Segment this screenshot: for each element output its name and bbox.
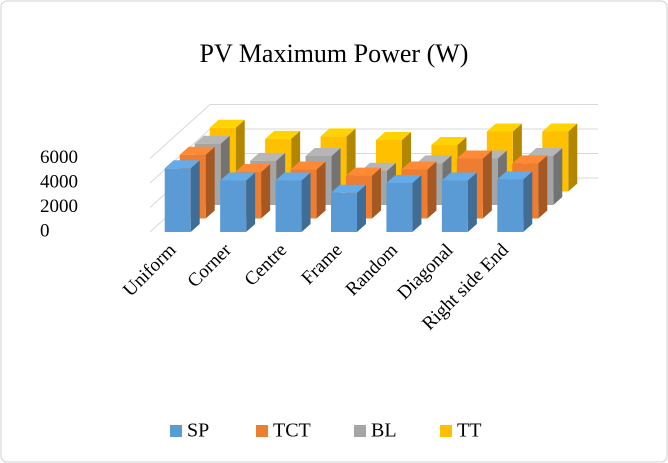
- bar-top: [441, 172, 477, 181]
- bar-top: [512, 155, 548, 164]
- bar-side: [538, 155, 548, 219]
- legend-swatch: [256, 425, 268, 437]
- bar-top: [235, 163, 271, 172]
- bar-side: [357, 184, 366, 232]
- grid-line: [149, 104, 598, 159]
- bar-side: [482, 150, 492, 219]
- bar-top: [164, 160, 200, 169]
- bar-side: [246, 172, 256, 232]
- chart-title: PV Maximum Power (W): [200, 39, 469, 68]
- legend-swatch: [354, 425, 366, 437]
- bar-top: [209, 119, 245, 128]
- bar-top: [456, 150, 492, 159]
- legend-label: TT: [457, 420, 481, 442]
- bar-side: [301, 172, 311, 232]
- bar-top: [386, 175, 422, 183]
- bar-top: [265, 130, 301, 139]
- y-tick-label: 4000: [40, 171, 78, 192]
- bar-side: [467, 172, 477, 232]
- bar-top: [486, 123, 522, 132]
- bar-side: [316, 161, 326, 219]
- bar-side: [427, 161, 437, 219]
- y-tick-label: 2000: [40, 196, 78, 217]
- bar-top: [542, 123, 578, 132]
- bar: [331, 192, 357, 232]
- bar-top: [179, 146, 215, 155]
- bar: [164, 168, 191, 232]
- bar-top: [401, 161, 437, 170]
- bar-side: [372, 167, 381, 219]
- bar-top: [376, 132, 411, 141]
- bar: [497, 179, 524, 232]
- legend-label: TCT: [273, 420, 311, 442]
- bar-side: [205, 146, 215, 219]
- legend-label: BL: [371, 420, 397, 442]
- bar: [275, 180, 302, 232]
- bar-side: [568, 123, 578, 192]
- bar-top: [431, 136, 467, 145]
- bar-side: [523, 171, 533, 232]
- bar: [220, 180, 247, 232]
- legend-swatch: [440, 425, 452, 437]
- y-tick-label: 0: [40, 220, 50, 241]
- bar-top: [194, 135, 230, 144]
- bar-side: [261, 163, 271, 219]
- bar-top: [527, 148, 563, 156]
- bar-top: [250, 152, 286, 161]
- bar-side: [412, 175, 422, 232]
- bar-top: [346, 167, 381, 176]
- legend-swatch: [170, 425, 182, 437]
- bar-top: [275, 172, 311, 181]
- bar: [441, 180, 468, 232]
- bar-top: [220, 172, 256, 181]
- bar-top: [331, 184, 366, 193]
- bar-side: [553, 148, 563, 205]
- y-tick-label: 6000: [40, 147, 78, 168]
- legend-label: SP: [187, 420, 209, 442]
- bar-top: [290, 161, 326, 170]
- bar-side: [190, 160, 200, 232]
- bar-top: [497, 171, 533, 180]
- bar-top: [320, 128, 356, 137]
- bar-top: [416, 155, 452, 164]
- bar: [386, 183, 413, 232]
- bar-top: [305, 148, 341, 156]
